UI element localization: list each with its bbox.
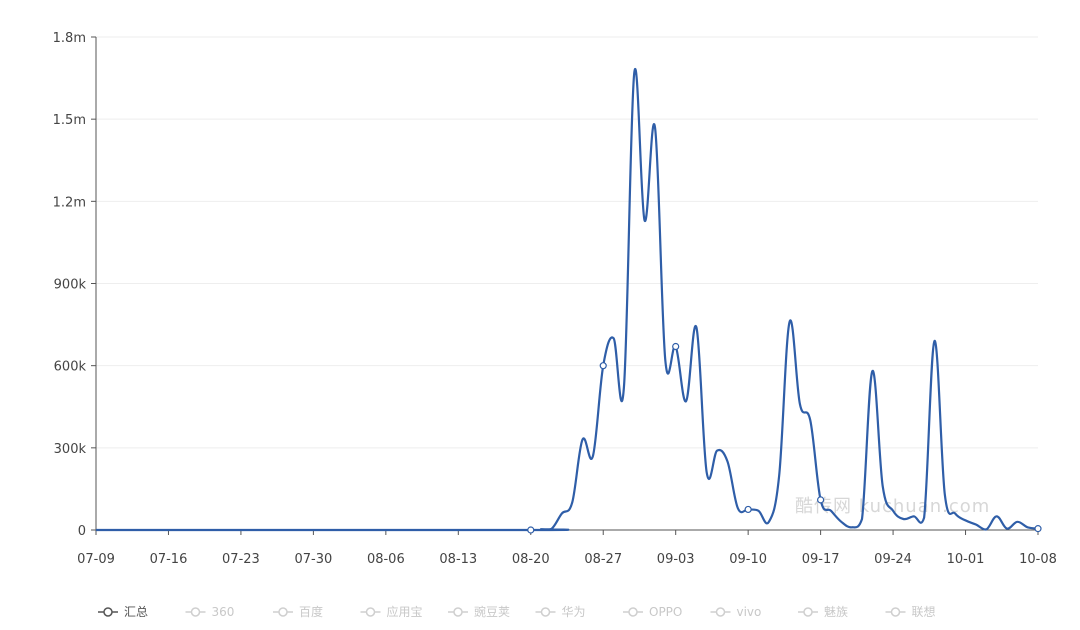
series-line — [95, 68, 1039, 532]
legend-item[interactable]: vivo — [710, 605, 762, 619]
x-tick-label: 10-08 — [1019, 552, 1057, 567]
legend-item[interactable]: 百度 — [273, 604, 323, 619]
series-layer — [95, 68, 1042, 534]
legend-label: 百度 — [299, 604, 323, 619]
legend-label: 豌豆荚 — [474, 604, 510, 619]
legend-marker-icon — [365, 607, 376, 617]
legend-marker-icon — [628, 607, 638, 617]
legend-marker-icon — [540, 607, 551, 617]
legend-item[interactable]: 汇总 — [98, 605, 148, 619]
legend-marker-icon — [803, 607, 813, 617]
x-tick-label: 07-16 — [150, 552, 188, 567]
data-point-marker — [1034, 525, 1042, 533]
legend-marker-icon — [890, 607, 901, 617]
legend-label: 汇总 — [124, 605, 148, 619]
legend-item[interactable]: 华为 — [535, 605, 586, 619]
x-tick-label: 08-27 — [584, 552, 622, 567]
legend-label: 360 — [212, 605, 235, 619]
legend-marker-icon — [278, 607, 288, 617]
x-tick-label: 07-23 — [222, 552, 260, 567]
y-tick-label: 1.8m — [53, 31, 86, 46]
x-tick-label: 08-13 — [439, 552, 477, 567]
y-axis-ticks: 0 300k 600k 900k 1.2m 1.5m 1.8m — [53, 31, 96, 539]
x-tick-label: 07-30 — [294, 552, 332, 567]
y-tick-label: 900k — [54, 278, 87, 293]
x-tick-label: 10-01 — [947, 552, 985, 567]
legend-marker-icon — [715, 607, 726, 617]
legend-item[interactable]: 魅族 — [798, 604, 848, 619]
legend-marker-icon — [103, 607, 113, 617]
x-tick-label: 08-06 — [367, 552, 405, 567]
watermark: 酷传网 kuchuan.com — [795, 496, 990, 517]
data-point-marker — [817, 496, 825, 504]
legend-item[interactable]: 应用宝 — [360, 604, 423, 619]
x-tick-label: 08-20 — [512, 552, 550, 567]
data-point-marker — [744, 505, 752, 514]
legend-marker-icon — [190, 607, 201, 617]
data-point-marker — [527, 526, 535, 534]
legend-item[interactable]: 联想 — [885, 604, 936, 619]
x-axis-ticks: 07-09 07-16 07-23 07-30 08-06 08-13 08-20 08-27… — [77, 530, 1057, 567]
y-tick-label: 1.5m — [53, 113, 86, 128]
y-tick-label: 600k — [54, 360, 87, 375]
data-point-marker — [599, 362, 607, 370]
y-tick-label: 0 — [78, 524, 86, 539]
x-tick-label: 07-09 — [77, 552, 115, 567]
legend-label: vivo — [737, 605, 762, 619]
x-tick-label: 09-17 — [802, 552, 840, 567]
legend-label: 华为 — [562, 605, 586, 619]
legend-label: 应用宝 — [387, 604, 423, 619]
legend-item[interactable]: 360 — [185, 605, 235, 619]
legend-item[interactable]: 豌豆荚 — [448, 604, 510, 619]
x-tick-label: 09-24 — [874, 552, 912, 567]
y-tick-label: 1.2m — [53, 195, 86, 210]
legend[interactable]: 汇总 360 百度 应用宝 豌豆荚 华为 OPPO vivo 魅族 联想 — [98, 604, 936, 619]
x-tick-label: 09-03 — [657, 552, 695, 567]
legend-label: 魅族 — [824, 604, 848, 619]
data-point-marker — [672, 342, 680, 351]
y-tick-label: 300k — [54, 442, 87, 457]
x-tick-label: 09-10 — [729, 552, 767, 567]
legend-label: 联想 — [912, 604, 936, 619]
legend-marker-icon — [453, 607, 463, 617]
legend-item[interactable]: OPPO — [623, 605, 682, 619]
grid-lines — [96, 36, 1038, 449]
legend-label: OPPO — [649, 605, 682, 619]
